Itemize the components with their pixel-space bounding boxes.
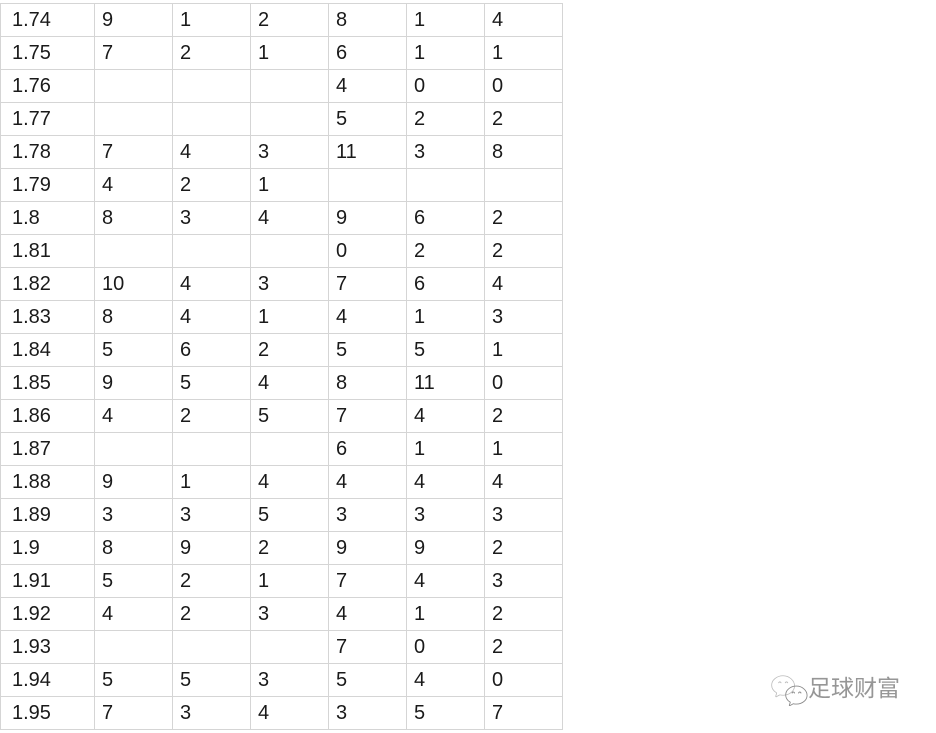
svg-text:足球财富: 足球财富 — [808, 675, 900, 701]
